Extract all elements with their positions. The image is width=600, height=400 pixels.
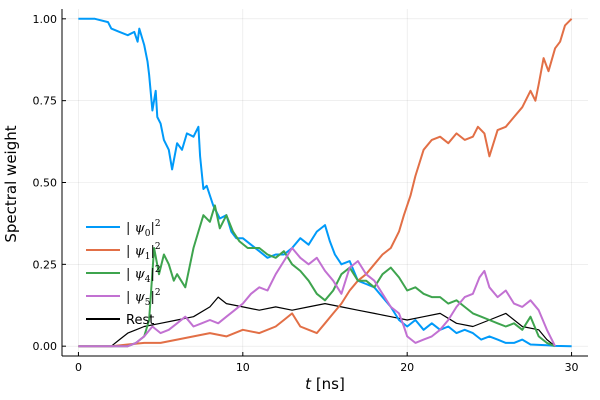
legend-label-psi-0: | ψ0|2	[126, 219, 161, 239]
series-line-psi-1	[78, 18, 573, 348]
x-axis-label: t [ns]	[305, 375, 345, 393]
series-line-psi-4	[78, 204, 556, 348]
legend-label-psi-1: | ψ1|2	[126, 242, 161, 262]
series-lines	[78, 17, 573, 348]
legend: | ψ0|2 | ψ1|2 | ψ4|2 | ψ5|2 Rest	[86, 219, 161, 328]
y-tick-label: 0.75	[33, 95, 58, 108]
y-axis-label: Spectral weight	[2, 125, 20, 242]
series-line-psi-0	[78, 17, 572, 348]
legend-label-rest: Rest	[126, 313, 154, 328]
x-tick-label: 0	[75, 361, 82, 374]
y-tick-label: 0.25	[33, 258, 58, 271]
grid	[62, 9, 588, 356]
y-tick-label: 0.00	[33, 340, 58, 353]
x-tick-label: 10	[236, 361, 250, 374]
axis-labels: t [ns] Spectral weight	[2, 125, 345, 393]
series-line-rest	[78, 296, 556, 347]
x-tick-label: 20	[400, 361, 414, 374]
axes: 0 10 20 30 0.00 0.25 0.50 0.75 1.00	[33, 9, 588, 374]
series-line-psi-5	[78, 247, 556, 348]
legend-label-psi-5: | ψ5|2	[126, 288, 161, 308]
y-tick-label: 0.50	[33, 177, 58, 190]
legend-label-psi-4: | ψ4|2	[126, 265, 161, 285]
x-tick-label: 30	[565, 361, 579, 374]
y-tick-label: 1.00	[33, 13, 58, 26]
